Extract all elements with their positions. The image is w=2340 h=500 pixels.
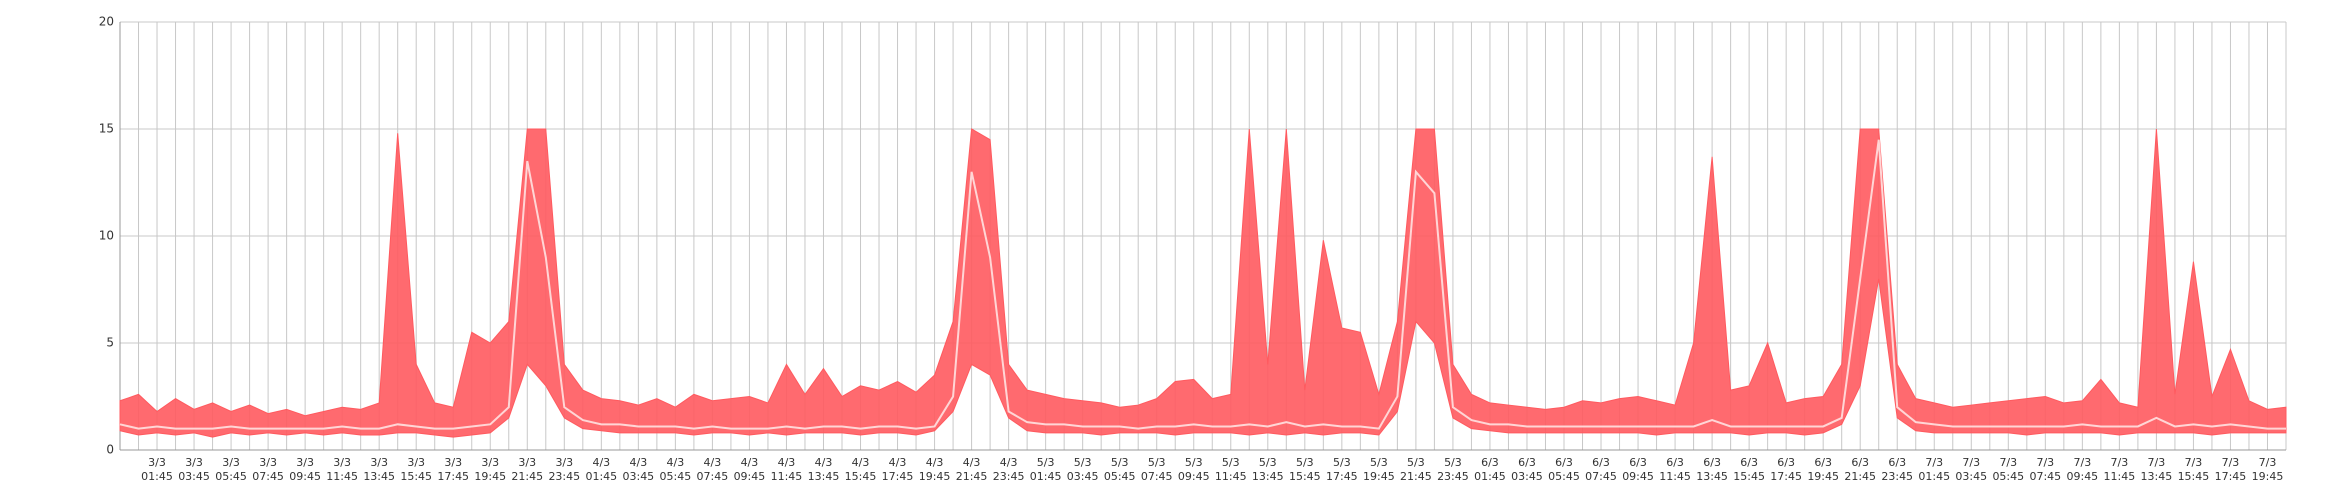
y-tick-label: 20 bbox=[99, 15, 114, 29]
median-line bbox=[119, 139, 2286, 430]
x-tick-label: 6/3 19:45 bbox=[1807, 456, 1840, 483]
y-tick-label: 5 bbox=[106, 336, 114, 350]
x-tick-label: 7/3 03:45 bbox=[1955, 456, 1988, 483]
y-tick-label: 15 bbox=[99, 122, 114, 136]
x-tick-label: 5/3 03:45 bbox=[1066, 456, 1099, 483]
x-tick-label: 5/3 13:45 bbox=[1251, 456, 1284, 483]
x-tick-label: 3/3 05:45 bbox=[215, 456, 247, 483]
x-tick-label: 6/3 05:45 bbox=[1548, 456, 1580, 483]
x-tick-label: 3/3 15:45 bbox=[400, 456, 433, 483]
x-tick-label: 4/3 17:45 bbox=[881, 456, 914, 483]
x-tick-label: 5/3 09:45 bbox=[1177, 456, 1210, 483]
x-tick-label: 4/3 07:45 bbox=[696, 456, 729, 483]
x-tick-label: 7/3 17:45 bbox=[2214, 456, 2247, 483]
x-tick-label: 4/3 09:45 bbox=[733, 456, 766, 483]
x-tick-label: 5/3 21:45 bbox=[1400, 456, 1432, 483]
x-tick-label: 5/3 11:45 bbox=[1214, 456, 1247, 483]
x-tick-label: 7/3 09:45 bbox=[2066, 456, 2099, 483]
x-tick-label: 7/3 13:45 bbox=[2140, 456, 2173, 483]
x-tick-label: 3/3 11:45 bbox=[326, 456, 358, 483]
x-tick-label: 4/3 03:45 bbox=[622, 456, 655, 483]
x-tick-label: 6/3 23:45 bbox=[1881, 456, 1914, 483]
x-tick-label: 5/3 17:45 bbox=[1325, 456, 1358, 483]
x-tick-label: 5/3 07:45 bbox=[1140, 456, 1173, 483]
x-tick-label: 5/3 23:45 bbox=[1437, 456, 1469, 483]
x-tick-label: 4/3 01:45 bbox=[585, 456, 618, 483]
x-tick-label: 7/3 01:45 bbox=[1918, 456, 1951, 483]
x-tick-label: 3/3 19:45 bbox=[474, 456, 507, 483]
x-tick-label: 4/3 11:45 bbox=[770, 456, 803, 483]
range-band bbox=[119, 128, 2287, 438]
y-tick-label: 0 bbox=[106, 443, 114, 457]
x-tick-label: 6/3 13:45 bbox=[1696, 456, 1728, 483]
x-tick-label: 6/3 01:45 bbox=[1474, 456, 1506, 483]
x-tick-label: 4/3 13:45 bbox=[807, 456, 840, 483]
x-tick-label: 3/3 01:45 bbox=[141, 456, 173, 483]
x-tick-label: 6/3 21:45 bbox=[1844, 456, 1877, 483]
x-tick-label: 7/3 11:45 bbox=[2103, 456, 2136, 483]
x-tick-label: 5/3 01:45 bbox=[1029, 456, 1062, 483]
x-tick-label: 3/3 03:45 bbox=[178, 456, 210, 483]
x-tick-label: 3/3 17:45 bbox=[437, 456, 470, 483]
x-tick-label: 6/3 11:45 bbox=[1659, 456, 1691, 483]
x-tick-label: 6/3 03:45 bbox=[1511, 456, 1543, 483]
y-tick-label: 10 bbox=[99, 229, 114, 243]
x-tick-label: 3/3 23:45 bbox=[548, 456, 581, 483]
x-tick-label: 7/3 07:45 bbox=[2029, 456, 2062, 483]
x-tick-label: 5/3 15:45 bbox=[1288, 456, 1321, 483]
x-tick-label: 5/3 05:45 bbox=[1103, 456, 1136, 483]
x-tick-label: 4/3 05:45 bbox=[659, 456, 692, 483]
x-tick-label: 6/3 09:45 bbox=[1622, 456, 1654, 483]
x-tick-label: 7/3 19:45 bbox=[2251, 456, 2284, 483]
x-tick-label: 4/3 15:45 bbox=[844, 456, 877, 483]
x-tick-label: 7/3 15:45 bbox=[2177, 456, 2210, 483]
x-tick-label: 6/3 15:45 bbox=[1733, 456, 1765, 483]
x-tick-label: 5/3 19:45 bbox=[1363, 456, 1395, 483]
x-tick-label: 3/3 13:45 bbox=[363, 456, 396, 483]
x-tick-label: 4/3 21:45 bbox=[955, 456, 988, 483]
x-tick-label: 3/3 21:45 bbox=[511, 456, 544, 483]
x-tick-label: 4/3 19:45 bbox=[918, 456, 951, 483]
x-tick-label: 4/3 23:45 bbox=[992, 456, 1025, 483]
x-tick-label: 6/3 17:45 bbox=[1770, 456, 1802, 483]
x-tick-label: 3/3 09:45 bbox=[289, 456, 321, 483]
x-tick-label: 3/3 07:45 bbox=[252, 456, 284, 483]
x-tick-label: 6/3 07:45 bbox=[1585, 456, 1617, 483]
x-tick-label: 7/3 05:45 bbox=[1992, 456, 2025, 483]
